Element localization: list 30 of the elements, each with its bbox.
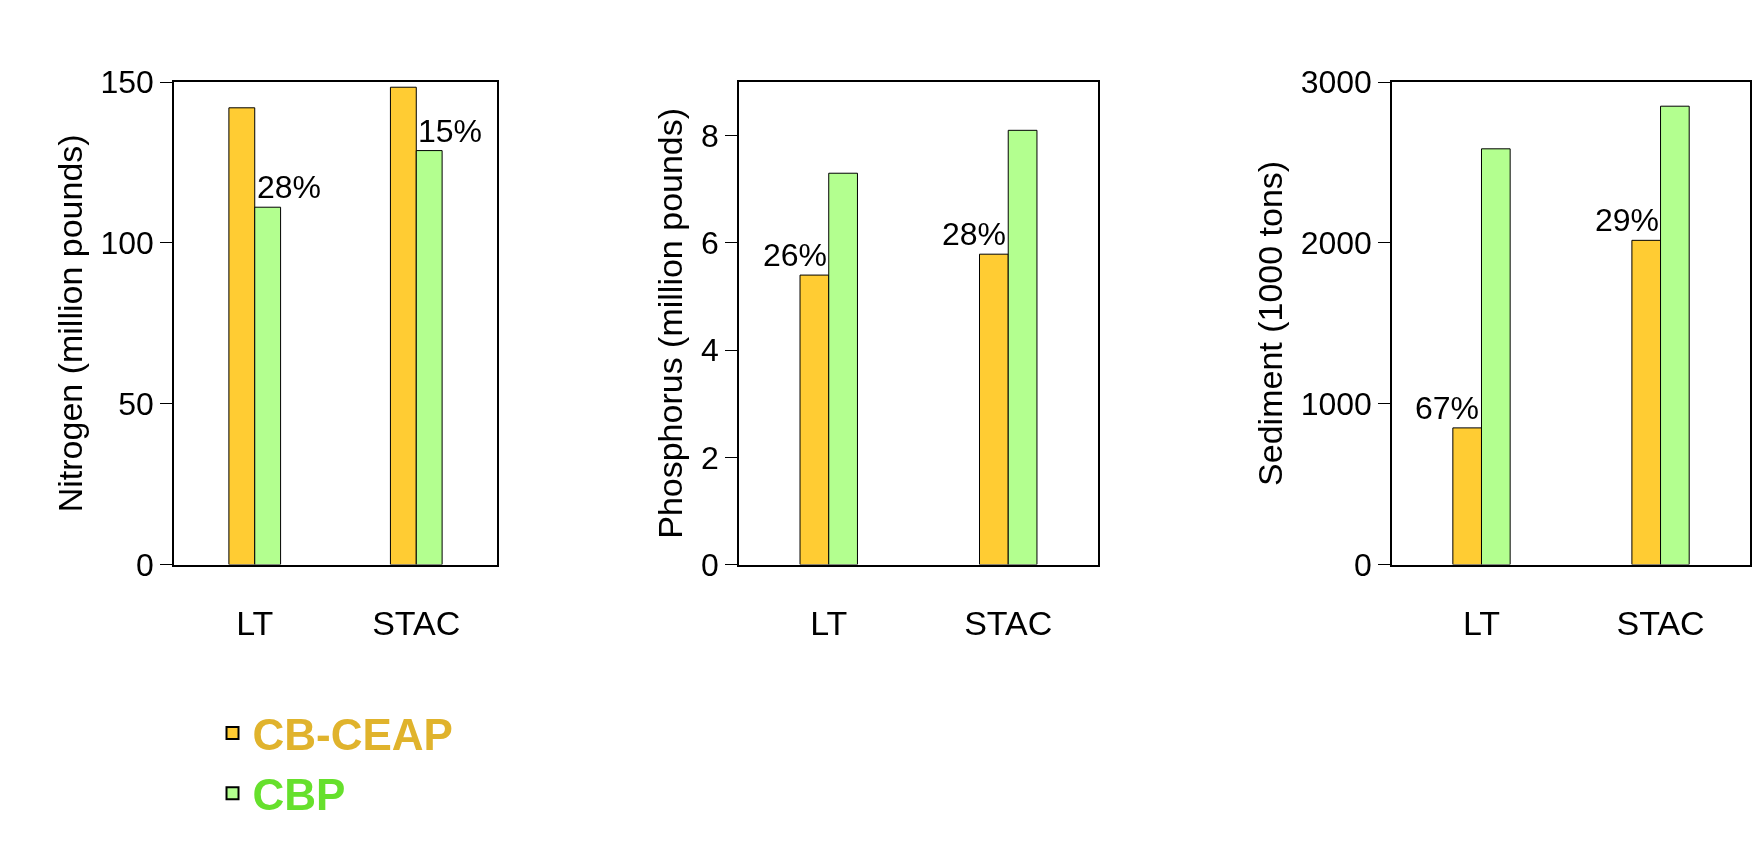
annotation: 28%	[942, 216, 1007, 252]
legend-label: CB-CEAP	[252, 710, 453, 760]
y-tick-label: 6	[701, 225, 719, 262]
annotation: 67%	[1415, 390, 1480, 426]
annotation: 28%	[257, 169, 322, 205]
y-tick-label: 2	[701, 439, 719, 476]
x-tick-label: STAC	[964, 604, 1053, 643]
y-tick-label: 0	[701, 546, 719, 583]
y-axis-title: Phosphorus (million pounds)	[651, 107, 690, 539]
y-tick-label: 50	[118, 385, 154, 422]
y-tick-label: 2000	[1300, 225, 1372, 262]
y-tick-label: 4	[701, 332, 719, 369]
y-tick-label: 0	[1354, 546, 1372, 583]
legend-label: CBP	[252, 770, 346, 820]
y-tick-label: 1000	[1300, 385, 1372, 422]
y-axis-title: Sediment (1000 tons)	[1250, 160, 1289, 486]
y-axis-title: Nitrogen (million pounds)	[50, 134, 89, 513]
y-tick-label: 3000	[1300, 64, 1372, 101]
annotation: 26%	[763, 237, 828, 273]
annotation: 15%	[418, 113, 483, 149]
x-tick-label: STAC	[1616, 604, 1705, 643]
x-tick-label: LT	[236, 604, 274, 643]
x-tick-label: LT	[1462, 604, 1501, 643]
y-tick-label: 150	[100, 64, 154, 101]
y-tick-label: 8	[701, 117, 719, 154]
y-tick-label: 0	[136, 546, 154, 583]
x-tick-label: LT	[810, 604, 848, 643]
annotation: 29%	[1595, 202, 1660, 238]
y-tick-label: 100	[100, 225, 154, 262]
x-tick-label: STAC	[372, 604, 461, 643]
